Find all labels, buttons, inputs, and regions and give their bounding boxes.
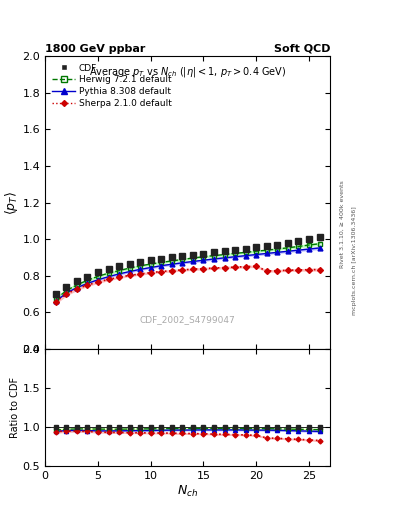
Text: Average $p_T$ vs $N_{ch}$ ($|\eta| < 1$, $p_T > 0.4$ GeV): Average $p_T$ vs $N_{ch}$ ($|\eta| < 1$,… [89,65,286,79]
Legend: CDF, Herwig 7.2.1 default, Pythia 8.308 default, Sherpa 2.1.0 default: CDF, Herwig 7.2.1 default, Pythia 8.308 … [50,61,174,111]
Text: mcplots.cern.ch [arXiv:1306.3436]: mcplots.cern.ch [arXiv:1306.3436] [352,207,357,315]
Text: Rivet 3.1.10, ≥ 400k events: Rivet 3.1.10, ≥ 400k events [340,180,345,268]
Text: Soft QCD: Soft QCD [274,44,330,54]
Text: CDF_2002_S4799047: CDF_2002_S4799047 [140,315,235,324]
X-axis label: $N_{ch}$: $N_{ch}$ [177,483,198,499]
Y-axis label: $\langle p_T \rangle$: $\langle p_T \rangle$ [3,190,20,215]
Text: 1800 GeV ppbar: 1800 GeV ppbar [45,44,145,54]
Y-axis label: Ratio to CDF: Ratio to CDF [10,377,20,438]
